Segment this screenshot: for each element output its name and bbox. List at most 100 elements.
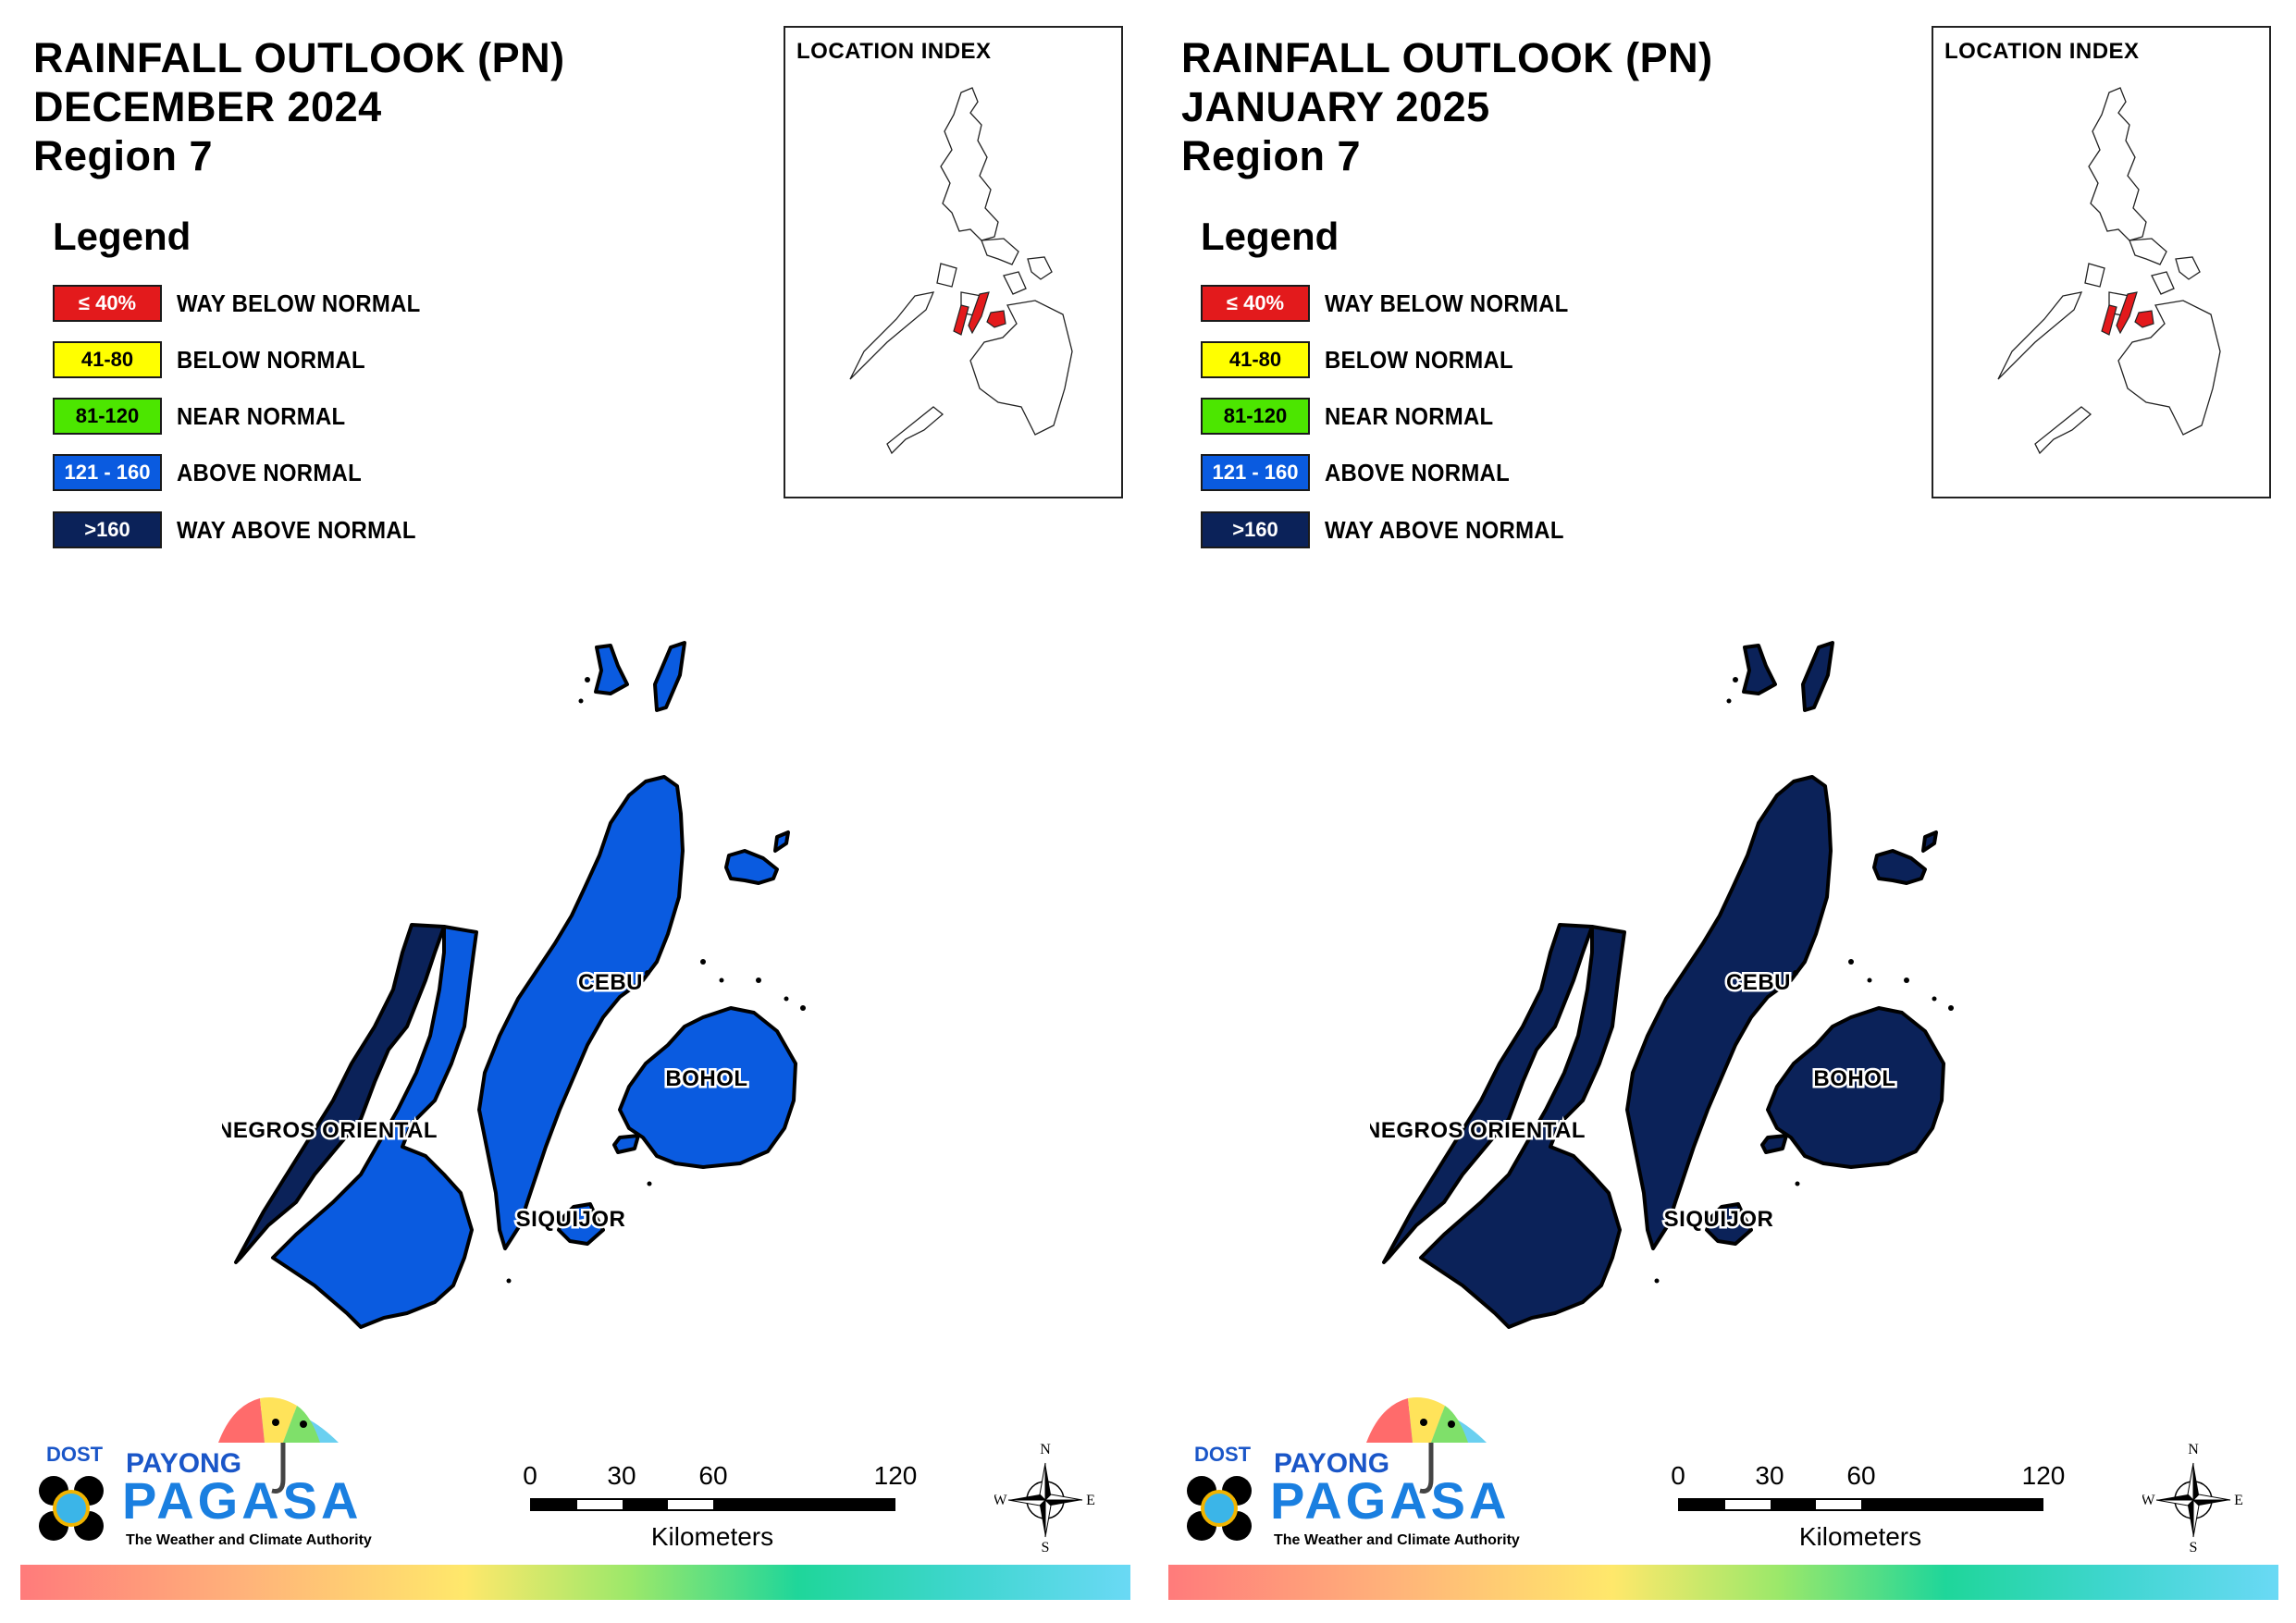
legend-item-way-above-normal: >160 WAY ABOVE NORMAL xyxy=(53,510,437,550)
legend-label: ABOVE NORMAL xyxy=(177,458,362,486)
legend-item-way-below-normal: ≤ 40% WAY BELOW NORMAL xyxy=(1201,283,1589,324)
legend-item-way-above-normal: >160 WAY ABOVE NORMAL xyxy=(1201,510,1585,550)
siquijor-area xyxy=(1705,1202,1753,1246)
region-7-rainfall-map: CEBU BOHOL NEGROS ORIENTAL SIQUIJOR xyxy=(1370,641,1954,1329)
payong-text: PAYONG xyxy=(126,1448,241,1479)
compass-s: S xyxy=(1042,1540,1050,1554)
legend-title: Legend xyxy=(53,215,191,258)
legend-item-way-below-normal: ≤ 40% WAY BELOW NORMAL xyxy=(53,283,441,324)
dost-text: DOST xyxy=(46,1443,104,1466)
legend-swatch: 121 - 160 xyxy=(1201,454,1310,491)
map-title: RAINFALL OUTLOOK (PN) DECEMBER 2024 Regi… xyxy=(33,33,565,180)
legend-item-above-normal: 121 - 160 ABOVE NORMAL xyxy=(53,452,377,493)
negros-oriental-north-area xyxy=(1382,923,1594,1264)
bantayan-island xyxy=(1742,644,1777,695)
legend-swatch: 41-80 xyxy=(1201,341,1310,378)
title-line-1: RAINFALL OUTLOOK (PN) xyxy=(1181,34,1713,81)
cebu-label: CEBU xyxy=(1726,970,1791,995)
philippines-outline-map xyxy=(849,87,1073,455)
legend-label: BELOW NORMAL xyxy=(1325,345,1513,374)
legend-label: BELOW NORMAL xyxy=(177,345,365,374)
title-line-3: Region 7 xyxy=(1181,132,1362,179)
north-arrow-compass-icon: N E S W xyxy=(2142,1443,2243,1554)
scale-bar: 0 30 60 120 Kilometers xyxy=(1666,1461,2082,1554)
legend-item-above-normal: 121 - 160 ABOVE NORMAL xyxy=(1201,452,1525,493)
compass-e: E xyxy=(1086,1493,1095,1508)
payong-text: PAYONG xyxy=(1274,1448,1389,1479)
pagasa-text: PAGASA xyxy=(1270,1471,1510,1530)
legend-label: WAY ABOVE NORMAL xyxy=(1325,515,1564,544)
legend-swatch: 81-120 xyxy=(53,398,162,435)
compass-e: E xyxy=(2234,1493,2243,1508)
region-7-rainfall-map: CEBU BOHOL NEGROS ORIENTAL SIQUIJOR xyxy=(222,641,806,1329)
logo-tagline: The Weather and Climate Authority xyxy=(1274,1532,1520,1548)
philippines-outline-map xyxy=(1997,87,2221,455)
bohol-area xyxy=(1766,1006,1945,1169)
legend-swatch: >160 xyxy=(53,511,162,548)
legend-label: WAY BELOW NORMAL xyxy=(177,289,421,317)
scale-unit-label: Kilometers xyxy=(1798,1522,1922,1551)
small-islets xyxy=(1654,677,1954,1284)
scale-tick-label: 30 xyxy=(1755,1461,1784,1490)
legend-item-below-normal: 41-80 BELOW NORMAL xyxy=(53,339,382,380)
pagasa-text: PAGASA xyxy=(122,1471,362,1530)
outlook-panel-december: RAINFALL OUTLOOK (PN) DECEMBER 2024 Regi… xyxy=(20,26,1130,1600)
cebu-label: CEBU xyxy=(578,970,643,995)
scale-tick-label: 30 xyxy=(607,1461,636,1490)
compass-w: W xyxy=(994,1493,1007,1508)
compass-s: S xyxy=(2190,1540,2198,1554)
location-index-inset: LOCATION INDEX xyxy=(1932,26,2271,498)
region-7-highlight xyxy=(2101,291,2154,336)
siquijor-label: SIQUIJOR xyxy=(1664,1207,1774,1232)
scale-unit-label: Kilometers xyxy=(650,1522,774,1551)
panglao-island xyxy=(1760,1134,1788,1154)
title-line-3: Region 7 xyxy=(33,132,214,179)
north-arrow-compass-icon: N E S W xyxy=(994,1443,1095,1554)
scale-tick-label: 60 xyxy=(698,1461,728,1490)
legend-label: ABOVE NORMAL xyxy=(1325,458,1510,486)
legend-swatch: >160 xyxy=(1201,511,1310,548)
map-title: RAINFALL OUTLOOK (PN) JANUARY 2025 Regio… xyxy=(1181,33,1713,180)
scale-tick-label: 120 xyxy=(873,1461,918,1490)
cebu-north-islet xyxy=(1801,641,1834,712)
region-7-highlight xyxy=(953,291,1006,336)
negros-oriental-south-area xyxy=(1419,925,1626,1329)
legend-label: NEAR NORMAL xyxy=(177,401,346,430)
scale-tick-label: 60 xyxy=(1846,1461,1876,1490)
cebu-area xyxy=(477,775,685,1250)
legend-item-below-normal: 41-80 BELOW NORMAL xyxy=(1201,339,1530,380)
footer-gradient-bar xyxy=(1168,1565,2278,1600)
location-index-inset: LOCATION INDEX xyxy=(784,26,1123,498)
bohol-label: BOHOL xyxy=(1813,1066,1895,1091)
legend-item-near-normal: 81-120 NEAR NORMAL xyxy=(53,396,360,436)
scale-tick-label: 0 xyxy=(1671,1461,1685,1490)
legend-label: WAY ABOVE NORMAL xyxy=(177,515,416,544)
camotes-east-islet xyxy=(1921,830,1938,853)
scale-bar-graphic xyxy=(530,1498,895,1511)
compass-n: N xyxy=(2188,1443,2199,1457)
scale-bar-graphic xyxy=(1678,1498,2043,1511)
payong-pagasa-logo: DOST PAYONG PAGASA The Weather and Clima… xyxy=(39,1397,372,1548)
compass-n: N xyxy=(1040,1443,1051,1457)
panglao-island xyxy=(612,1134,640,1154)
camotes-islands xyxy=(1872,849,1927,885)
footer-gradient-bar xyxy=(20,1565,1130,1600)
camotes-islands xyxy=(724,849,779,885)
title-line-2: DECEMBER 2024 xyxy=(33,83,382,130)
siquijor-label: SIQUIJOR xyxy=(516,1207,626,1232)
location-index-title: LOCATION INDEX xyxy=(796,39,992,64)
legend-swatch: ≤ 40% xyxy=(1201,285,1310,322)
compass-w: W xyxy=(2142,1493,2155,1508)
dost-text: DOST xyxy=(1194,1443,1252,1466)
negros-oriental-north-area xyxy=(234,923,446,1264)
title-line-2: JANUARY 2025 xyxy=(1181,83,1490,130)
payong-pagasa-logo: DOST PAYONG PAGASA The Weather and Clima… xyxy=(1187,1397,1520,1548)
title-line-1: RAINFALL OUTLOOK (PN) xyxy=(33,34,565,81)
siquijor-area xyxy=(557,1202,605,1246)
cebu-area xyxy=(1625,775,1833,1250)
cebu-north-islet xyxy=(653,641,686,712)
legend-swatch: 121 - 160 xyxy=(53,454,162,491)
legend-title: Legend xyxy=(1201,215,1339,258)
logo-tagline: The Weather and Climate Authority xyxy=(126,1532,372,1548)
bohol-label: BOHOL xyxy=(665,1066,747,1091)
